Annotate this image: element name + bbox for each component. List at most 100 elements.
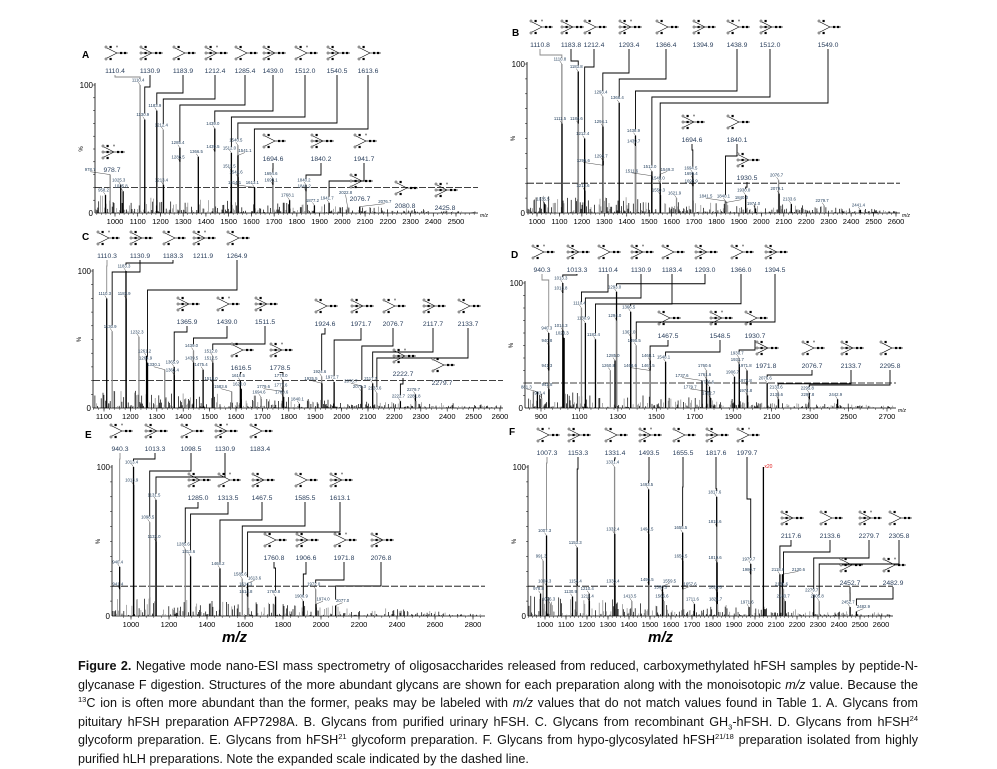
glcnac-icon (735, 256, 738, 260)
glycan-bond (234, 52, 248, 60)
glcnac-icon (839, 516, 842, 520)
structure-mz-label: 2295.8 (880, 363, 901, 370)
structure-connector-line (173, 326, 188, 361)
peak-label-leader (708, 395, 711, 399)
glycan-structure-icon (730, 244, 754, 260)
glcnac-icon (267, 45, 270, 49)
peak-label: 1925.5 (304, 376, 318, 381)
glycan-bond (249, 424, 263, 432)
galactose-icon (567, 439, 571, 443)
glycan-bond (370, 539, 384, 547)
peak-label-leader (526, 388, 538, 392)
peak-label: 1013.3 (554, 276, 568, 281)
glycan-bond (536, 434, 550, 442)
glycan-structure-icon (839, 557, 863, 573)
galactose-icon (583, 31, 587, 35)
galactose-icon (597, 256, 601, 260)
peak-label: 1293.0 (608, 284, 622, 289)
structure-mz-label: 2076.7 (383, 321, 404, 328)
glycan-bond (759, 26, 773, 34)
structure-mz-label: 2133.6 (820, 533, 841, 540)
glcnac-icon (346, 51, 349, 55)
structure-mz-label: 1971.8 (756, 363, 777, 370)
x-tick-label: 2200 (379, 217, 396, 226)
peak-label-leader (560, 280, 563, 284)
glycan-bond (566, 251, 580, 259)
structure-connector-line (155, 453, 226, 494)
peak-label-leader (546, 386, 550, 390)
glycan-bond (755, 347, 769, 355)
glycan-bond (536, 428, 550, 436)
galactose-icon (172, 45, 176, 49)
peak-label: 1295.6 (577, 158, 591, 163)
peak-label: 1130.9 (577, 316, 590, 321)
caption-text: preparation isolated from highly purifie… (78, 733, 918, 766)
peak-label-leader (705, 198, 726, 202)
galactose-icon (139, 51, 143, 55)
glcnac-icon (256, 484, 259, 488)
glcnac-icon (565, 25, 568, 29)
glycan-bond (144, 430, 158, 438)
structure-mz-label: 1924.6 (315, 321, 336, 328)
glcnac-icon (178, 236, 181, 240)
peak-label: 991.3 (536, 553, 547, 558)
peak-label: 1468.2 (211, 561, 225, 566)
galactose-icon (394, 180, 398, 184)
galactose-icon (726, 114, 730, 118)
glcnac-icon (149, 429, 152, 433)
glcnac-icon (454, 188, 457, 192)
glycan-bond (192, 231, 206, 239)
glcnac-icon (549, 25, 552, 29)
peak-label-leader (617, 99, 620, 103)
structure-mz-label: 2133.7 (841, 363, 862, 370)
glycan-bond (262, 46, 276, 54)
peak-label: 1212.4 (155, 122, 169, 127)
glcnac-icon (267, 51, 270, 55)
glycan-bond (176, 303, 190, 311)
glycan-structure-icon (657, 310, 681, 326)
galactose-icon (566, 244, 570, 248)
structure-mz-label: 1512.0 (760, 42, 781, 49)
peak-label: 2118.6 (771, 567, 784, 572)
glcnac-icon (375, 532, 378, 536)
glcnac-icon (338, 532, 341, 536)
peak-label: 1232.3 (130, 329, 144, 334)
glcnac-icon (735, 244, 738, 248)
galactose-icon (394, 192, 398, 196)
glcnac-icon (620, 433, 623, 437)
glcnac-icon (884, 340, 887, 344)
peak-label-leader (614, 317, 617, 321)
galactose-icon (692, 25, 696, 29)
peak-label: 1261.2 (138, 348, 152, 353)
glcnac-icon (623, 25, 626, 29)
glcnac-icon (692, 433, 695, 437)
galactose-icon (333, 544, 337, 548)
glycan-bond (176, 297, 190, 305)
peak-label-leader (153, 496, 157, 500)
peak-label-leader (544, 583, 547, 587)
glycan-bond (254, 303, 268, 311)
peak-label: 1131.5 (148, 492, 161, 497)
glycan-bond (109, 430, 123, 438)
glcnac-icon (856, 346, 859, 350)
peak-label-leader (775, 388, 779, 392)
galactose-icon (392, 360, 396, 364)
peak-label-leader (220, 388, 232, 392)
galactose-icon (294, 45, 298, 49)
glcnac-icon (254, 51, 257, 55)
galactose-icon (434, 188, 438, 192)
glycan-bond (618, 26, 632, 34)
structure-mz-label: 1110.4 (105, 68, 125, 75)
galactose-icon (176, 308, 180, 312)
glcnac-icon (365, 179, 368, 183)
glcnac-icon (188, 51, 191, 55)
structure-mz-label: 1493.5 (639, 450, 660, 457)
glcnac-icon (760, 340, 763, 344)
peak-label: 1924.6 (313, 369, 327, 374)
glcnac-icon (462, 298, 465, 302)
glycan-bond (819, 517, 833, 525)
galactose-icon (294, 484, 298, 488)
peak-label: 941.8 (542, 382, 553, 387)
glycan-bond (529, 26, 543, 34)
galactose-icon (709, 316, 713, 320)
